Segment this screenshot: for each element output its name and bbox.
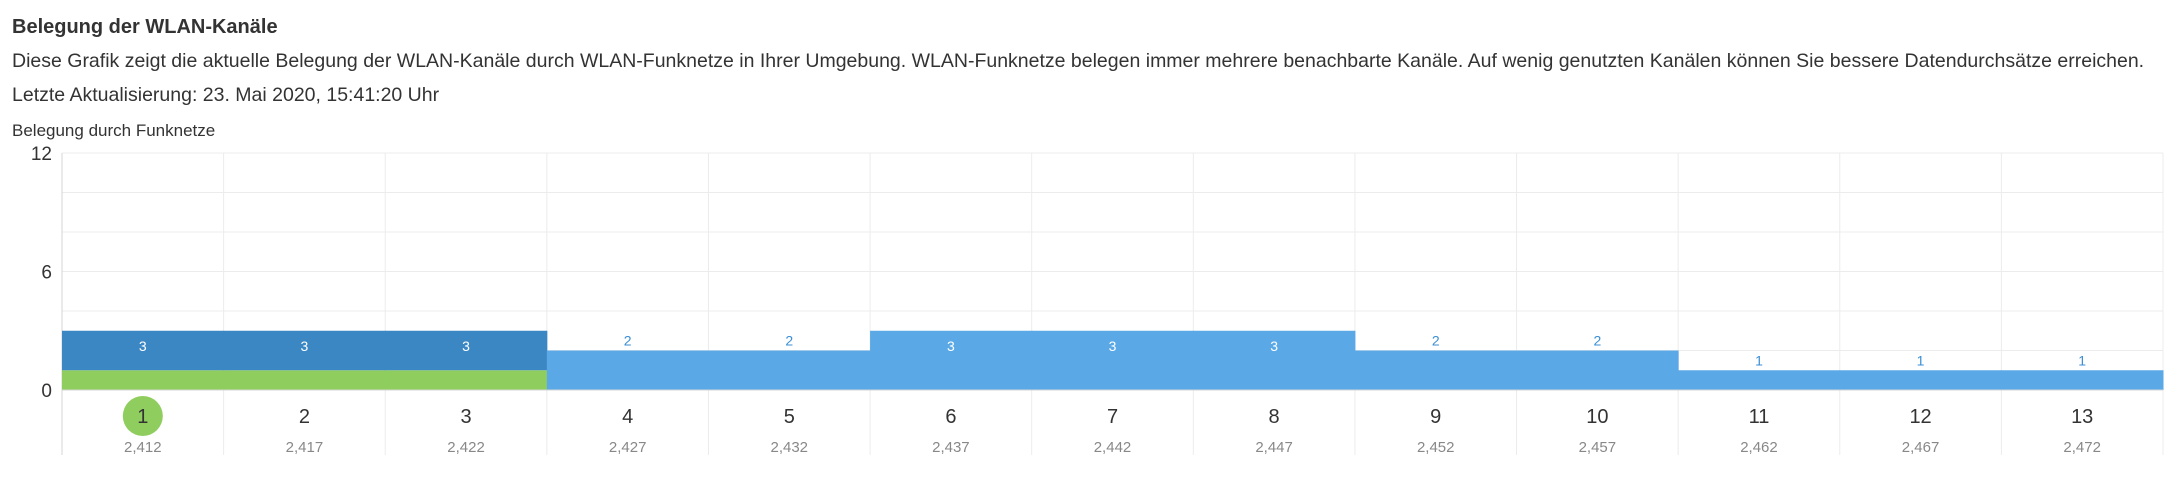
bar-value-label: 1: [2078, 352, 2086, 368]
bar-value-label: 1: [1917, 352, 1925, 368]
bar-value-label: 3: [1109, 338, 1117, 354]
channel-tick-label[interactable]: 6: [945, 406, 956, 428]
bar-value-label: 3: [139, 338, 147, 354]
bar-value-label: 2: [624, 333, 632, 349]
frequency-label: 2,472: [2063, 439, 2101, 456]
channel-tick-label[interactable]: 9: [1430, 406, 1441, 428]
bar-other-networks[interactable]: [1839, 370, 2002, 390]
bar-value-label: 2: [1432, 333, 1440, 349]
bar-other-networks[interactable]: [2001, 370, 2164, 390]
channel-tick-label[interactable]: 10: [1586, 406, 1608, 428]
bar-other-networks[interactable]: [546, 350, 709, 391]
bar-value-label: 3: [301, 338, 309, 354]
bar-other-networks[interactable]: [385, 330, 548, 371]
bar-other-networks[interactable]: [1193, 330, 1356, 390]
y-tick-label: 6: [41, 263, 52, 284]
bar-value-label: 2: [1593, 333, 1601, 349]
bar-other-networks[interactable]: [1031, 330, 1194, 390]
channel-tick-label[interactable]: 3: [460, 406, 471, 428]
bar-value-label: 2: [785, 333, 793, 349]
bar-other-networks[interactable]: [1678, 370, 1841, 390]
channel-tick-label[interactable]: 11: [1749, 406, 1770, 428]
bar-other-networks[interactable]: [870, 330, 1033, 390]
bar-other-networks[interactable]: [1516, 350, 1679, 391]
bar-other-networks[interactable]: [708, 350, 871, 391]
channel-tick-label[interactable]: 12: [1909, 406, 1931, 428]
frequency-label: 2,417: [286, 439, 324, 456]
bar-own-network[interactable]: [62, 370, 225, 390]
channel-tick-label[interactable]: 13: [2071, 406, 2093, 428]
bar-own-network[interactable]: [223, 370, 386, 390]
frequency-label: 2,457: [1579, 439, 1617, 456]
channel-tick-label[interactable]: 7: [1107, 406, 1118, 428]
bar-other-networks[interactable]: [62, 330, 225, 371]
bar-value-label: 3: [462, 338, 470, 354]
frequency-label: 2,422: [447, 439, 485, 456]
frequency-label: 2,447: [1255, 439, 1293, 456]
bar-own-network[interactable]: [385, 370, 548, 390]
bar-other-networks[interactable]: [223, 330, 386, 371]
bar-value-label: 1: [1755, 352, 1763, 368]
y-tick-label: 0: [41, 381, 52, 402]
last-update-text: Letzte Aktualisierung: 23. Mai 2020, 15:…: [12, 84, 440, 106]
channel-tick-label[interactable]: 2: [299, 406, 310, 428]
frequency-label: 2,462: [1740, 439, 1778, 456]
selected-channel-marker[interactable]: [122, 396, 163, 436]
bar-value-label: 3: [1270, 338, 1278, 354]
frequency-label: 2,412: [124, 439, 162, 456]
frequency-label: 2,442: [1094, 439, 1132, 456]
frequency-label: 2,432: [770, 439, 808, 456]
bar-value-label: 3: [947, 338, 955, 354]
y-tick-label: 12: [31, 144, 52, 165]
channel-tick-label[interactable]: 5: [784, 406, 795, 428]
channel-tick-label[interactable]: 4: [622, 406, 633, 428]
page-description: Diese Grafik zeigt die aktuelle Belegung…: [12, 50, 2145, 72]
frequency-label: 2,467: [1902, 439, 1940, 456]
frequency-label: 2,427: [609, 439, 647, 456]
page-title: Belegung der WLAN-Kanäle: [12, 16, 278, 38]
channel-tick-label[interactable]: 8: [1269, 406, 1280, 428]
bar-other-networks[interactable]: [1354, 350, 1518, 391]
frequency-label: 2,437: [932, 439, 970, 456]
chart-label: Belegung durch Funknetze: [12, 121, 216, 140]
channel-tick-label[interactable]: 1: [137, 406, 148, 428]
frequency-label: 2,452: [1417, 439, 1455, 456]
